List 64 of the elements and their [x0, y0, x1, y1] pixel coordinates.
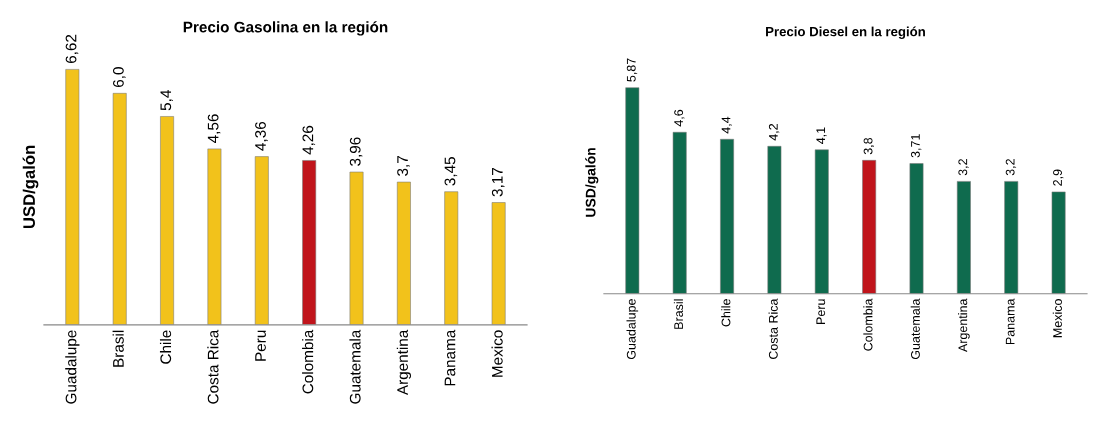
data-label: 5,87: [626, 58, 638, 82]
x-tick-label: Panama: [444, 329, 456, 386]
bar: [862, 160, 877, 294]
data-label: 4,26: [302, 125, 316, 155]
data-label: 4,1: [816, 127, 827, 144]
bar: [254, 156, 269, 325]
x-tick-label: Colombia: [863, 298, 873, 351]
x-tick-label: Brasil: [673, 299, 684, 329]
data-label: 3,7: [397, 156, 410, 176]
bar: [349, 171, 364, 325]
bar: [909, 163, 924, 294]
bar: [767, 146, 782, 294]
data-label: 3,8: [863, 137, 874, 155]
x-tick-label: Guatemala: [349, 329, 361, 404]
bar: [207, 148, 222, 325]
x-tick-label: Brasil: [112, 330, 124, 367]
x-tick-label: Costa Rica: [768, 298, 778, 360]
data-label: 4,4: [721, 116, 732, 134]
bar: [814, 149, 829, 294]
data-label: 2,9: [1053, 169, 1064, 186]
y-axis-title: USD/galón: [22, 145, 39, 229]
x-tick-label: Costa Rica: [207, 329, 219, 404]
x-tick-label: Guadalupe: [626, 299, 639, 360]
data-label: 6,62: [65, 34, 79, 64]
x-tick-label: Chile: [721, 299, 731, 327]
data-label: 6,0: [112, 67, 126, 87]
data-label: 3,2: [958, 159, 969, 176]
data-label: 3,2: [1005, 159, 1017, 176]
data-label: 5,4: [160, 90, 173, 111]
bar: [302, 160, 317, 325]
data-label: 3,45: [444, 157, 458, 186]
bar: [1051, 191, 1066, 294]
bar: [65, 69, 80, 325]
data-label: 4,36: [255, 121, 268, 151]
bar: [396, 181, 411, 325]
chart-title: Precio Gasolina en la región: [183, 21, 388, 36]
bar: [1004, 181, 1019, 294]
bar: [112, 93, 127, 325]
x-tick-label: Argentina: [396, 329, 412, 396]
data-label: 4,6: [674, 109, 685, 127]
x-tick-label: Peru: [816, 299, 826, 324]
x-tick-label: Chile: [159, 330, 172, 364]
x-tick-label: Guatemala: [910, 298, 920, 360]
x-tick-label: Mexico: [491, 330, 503, 377]
x-tick-label: Panama: [1005, 298, 1015, 345]
y-axis-title: USD/galón: [585, 148, 599, 217]
data-label: 3,96: [349, 137, 363, 166]
bar: [444, 191, 459, 325]
data-label: 4,2: [768, 123, 780, 141]
chart-title: Precio Diesel en la región: [766, 26, 925, 39]
x-tick-label: Guadalupe: [65, 330, 80, 404]
x-tick-label: Mexico: [1052, 299, 1062, 338]
x-tick-label: Argentina: [958, 298, 970, 353]
data-label: 3,71: [911, 134, 922, 158]
bar: [672, 131, 687, 294]
bar: [720, 138, 734, 294]
data-label: 3,17: [491, 168, 505, 197]
bar: [491, 202, 506, 325]
bar: [956, 181, 971, 294]
bar: [160, 116, 174, 325]
x-tick-label: Peru: [255, 330, 266, 361]
bar: [625, 87, 640, 294]
data-label: 4,56: [207, 114, 221, 143]
x-tick-label: Colombia: [302, 329, 314, 394]
